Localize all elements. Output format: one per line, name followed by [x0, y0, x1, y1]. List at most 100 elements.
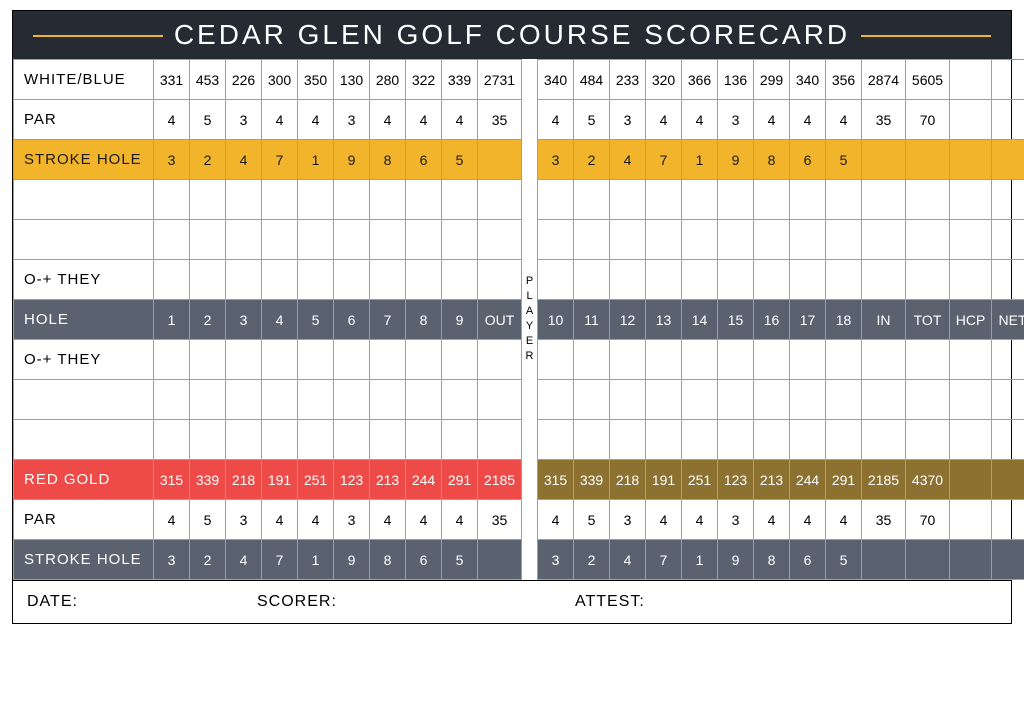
- cell: 6: [790, 540, 826, 580]
- cell: [862, 340, 906, 380]
- cell: [154, 220, 190, 260]
- cell: 4: [646, 500, 682, 540]
- cell: 2: [190, 300, 226, 340]
- cell: [370, 340, 406, 380]
- cell: 339: [442, 60, 478, 100]
- cell: 9: [718, 540, 754, 580]
- row-label: PAR: [14, 500, 154, 540]
- cell: [992, 500, 1024, 540]
- cell: 315: [154, 460, 190, 500]
- table-row: WHITE/BLUE331453226300350130280322339273…: [14, 60, 1024, 100]
- cell: 9: [718, 140, 754, 180]
- row-label: WHITE/BLUE: [14, 60, 154, 100]
- cell: 8: [370, 540, 406, 580]
- cell: [538, 340, 574, 380]
- cell: 7: [646, 140, 682, 180]
- row-label: O-+ THEY: [14, 260, 154, 300]
- cell: [538, 180, 574, 220]
- cell: 6: [790, 140, 826, 180]
- cell: [826, 260, 862, 300]
- cell: 4: [442, 500, 478, 540]
- cell: [682, 220, 718, 260]
- cell: 226: [226, 60, 262, 100]
- cell: 12: [610, 300, 646, 340]
- cell: 14: [682, 300, 718, 340]
- cell: [574, 220, 610, 260]
- cell: 6: [334, 300, 370, 340]
- cell: [646, 340, 682, 380]
- cell: 35: [478, 500, 522, 540]
- cell: [334, 260, 370, 300]
- cell: [154, 180, 190, 220]
- cell: 4: [226, 140, 262, 180]
- cell: 5605: [906, 60, 950, 100]
- cell: [298, 420, 334, 460]
- cell: [790, 340, 826, 380]
- cell: 356: [826, 60, 862, 100]
- cell: 4: [682, 100, 718, 140]
- cell: [790, 180, 826, 220]
- cell: 339: [190, 460, 226, 500]
- cell: 4: [298, 500, 334, 540]
- cell: 244: [406, 460, 442, 500]
- table-row: PAR453443444354534434443570: [14, 500, 1024, 540]
- cell: 291: [442, 460, 478, 500]
- cell: 4: [262, 500, 298, 540]
- cell: [682, 380, 718, 420]
- cell: 8: [406, 300, 442, 340]
- cell: [718, 180, 754, 220]
- cell: [950, 420, 992, 460]
- cell: 17: [790, 300, 826, 340]
- cell: [298, 180, 334, 220]
- cell: 4: [538, 100, 574, 140]
- cell: [226, 180, 262, 220]
- cell: 4: [154, 500, 190, 540]
- cell: 4: [406, 100, 442, 140]
- cell: 4: [406, 500, 442, 540]
- cell: 2874: [862, 60, 906, 100]
- cell: [950, 540, 992, 580]
- scorecard-table: WHITE/BLUE331453226300350130280322339273…: [13, 59, 1024, 580]
- cell: [790, 260, 826, 300]
- cell: 3: [226, 300, 262, 340]
- cell: [190, 260, 226, 300]
- cell: 3: [226, 100, 262, 140]
- cell: [826, 220, 862, 260]
- cell: 4: [646, 100, 682, 140]
- cell: [646, 380, 682, 420]
- cell: [646, 420, 682, 460]
- cell: 5: [574, 100, 610, 140]
- cell: [190, 220, 226, 260]
- cell: 4: [298, 100, 334, 140]
- cell: [154, 420, 190, 460]
- cell: 4: [754, 500, 790, 540]
- cell: [862, 380, 906, 420]
- row-label: [14, 420, 154, 460]
- cell: [992, 180, 1024, 220]
- cell: [226, 420, 262, 460]
- cell: [574, 340, 610, 380]
- cell: 1: [682, 140, 718, 180]
- cell: [754, 340, 790, 380]
- cell: [538, 380, 574, 420]
- cell: 3: [226, 500, 262, 540]
- cell: [538, 260, 574, 300]
- cell: [682, 340, 718, 380]
- cell: 5: [190, 500, 226, 540]
- cell: [826, 180, 862, 220]
- cell: 4: [154, 100, 190, 140]
- footer-scorer-label: SCORER:: [243, 581, 561, 623]
- cell: [718, 260, 754, 300]
- cell: [906, 140, 950, 180]
- cell: 4: [538, 500, 574, 540]
- cell: 3: [538, 540, 574, 580]
- cell: 1: [682, 540, 718, 580]
- cell: [370, 180, 406, 220]
- cell: [226, 380, 262, 420]
- table-row: O-+ THEY: [14, 340, 1024, 380]
- cell: [478, 540, 522, 580]
- cell: 3: [154, 140, 190, 180]
- cell: 18: [826, 300, 862, 340]
- cell: 2: [574, 140, 610, 180]
- cell: [950, 260, 992, 300]
